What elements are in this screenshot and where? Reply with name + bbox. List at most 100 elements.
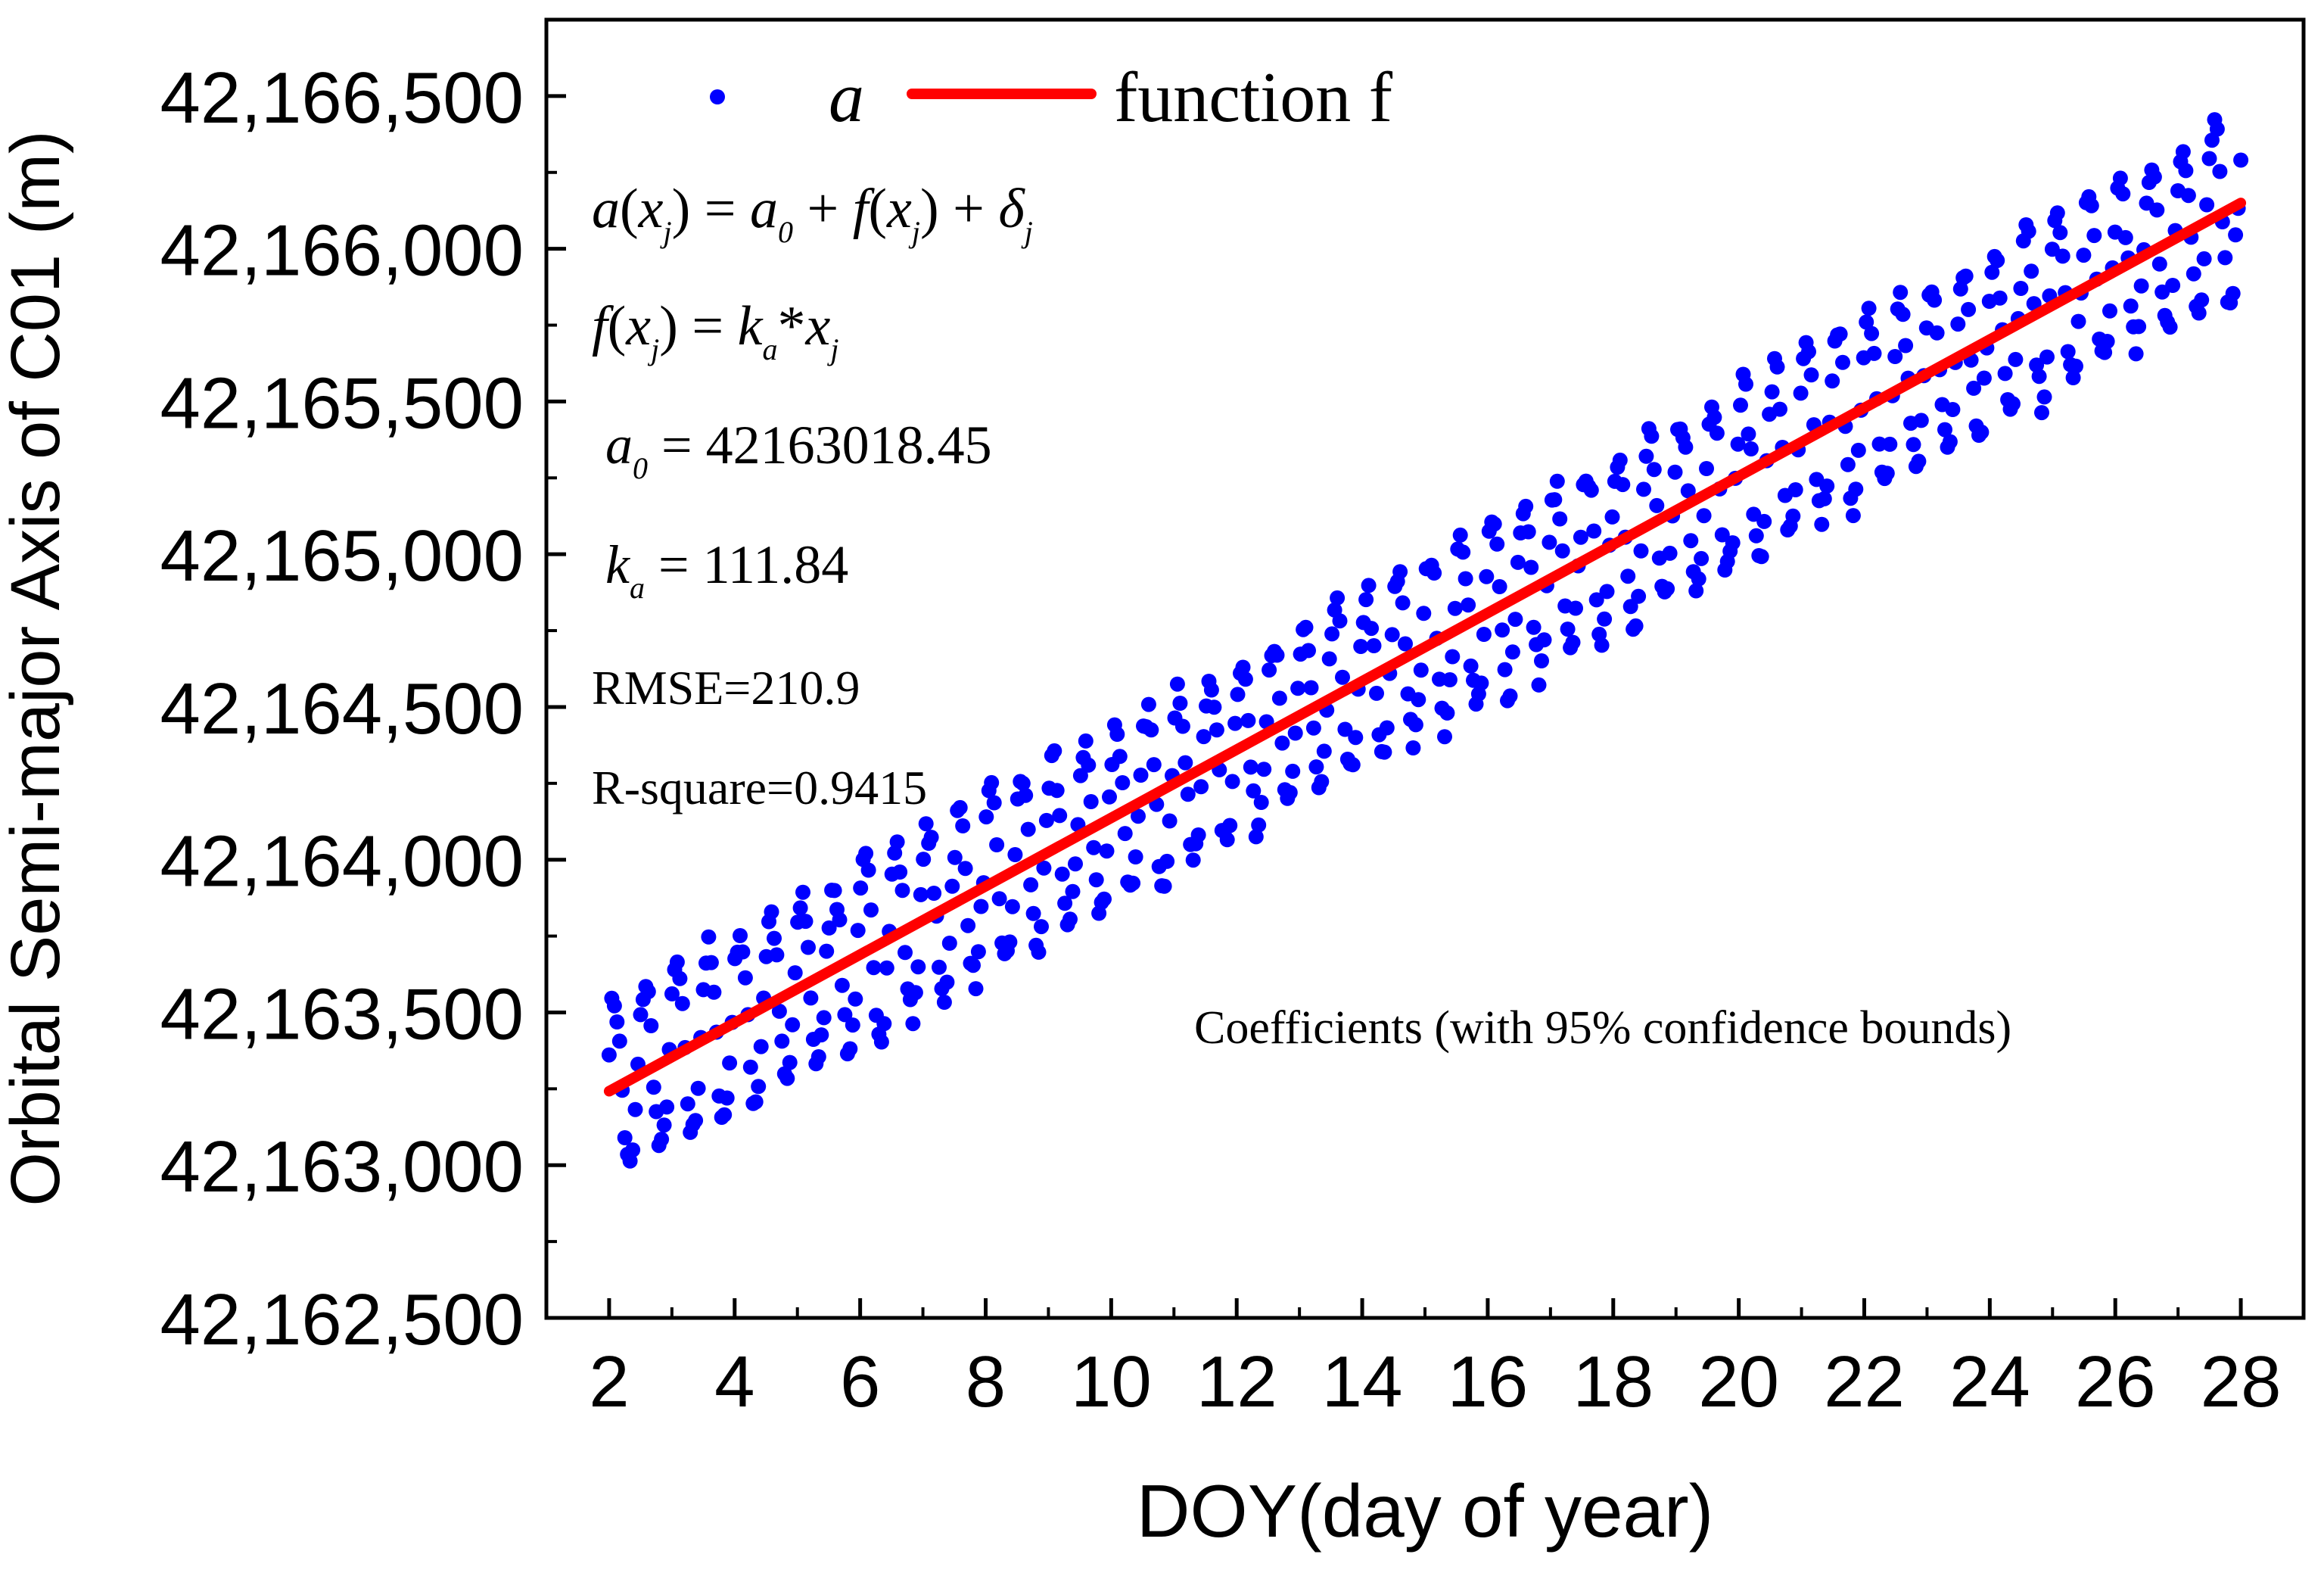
data-point [1984, 264, 2000, 280]
data-point [1458, 571, 1473, 587]
data-point [1052, 808, 1068, 824]
data-point [1335, 669, 1350, 685]
data-point [1117, 826, 1133, 842]
data-point [654, 1132, 670, 1147]
data-point [2175, 144, 2191, 160]
data-point [1937, 422, 1952, 438]
data-point [1193, 779, 1209, 795]
data-point [1332, 613, 1348, 629]
data-point [1507, 612, 1523, 628]
data-point [1083, 794, 1099, 809]
data-point [792, 900, 808, 916]
y-tick-label: 42,166,500 [160, 58, 524, 139]
data-point [1510, 554, 1526, 570]
data-point [1604, 509, 1620, 525]
data-point [601, 1047, 617, 1063]
data-point [2029, 357, 2045, 373]
data-point [989, 837, 1005, 852]
data-point [858, 846, 874, 861]
data-point [1353, 639, 1369, 654]
data-point [1646, 462, 1662, 478]
data-point [1366, 638, 1382, 653]
x-tick-label: 20 [1698, 1341, 1779, 1422]
data-point [1819, 478, 1835, 494]
data-point [1568, 600, 1583, 616]
data-point [1463, 658, 1479, 674]
data-point [1992, 290, 2008, 306]
data-point [1785, 508, 1801, 524]
data-point [832, 912, 848, 928]
data-point [1688, 583, 1704, 599]
data-point [1062, 911, 1078, 927]
x-axis-title: DOY(day of year) [1137, 1469, 1713, 1553]
equation-2: f(xj) = ka*xj [592, 295, 838, 366]
data-point [2065, 370, 2081, 385]
legend-label-f: function f [1114, 58, 1393, 137]
data-point [737, 970, 753, 986]
data-point [1115, 775, 1131, 790]
data-point [957, 861, 973, 877]
data-point [1180, 786, 1196, 802]
data-point [1730, 436, 1746, 452]
data-point [1583, 482, 1599, 498]
y-axis: 42,162,500 42,163,000 42,163,500 42,164,000… [160, 58, 566, 1360]
x-axis: 2 4 6 8 10 12 14 16 18 20 22 24 26 28 [589, 1298, 2281, 1422]
data-point [1764, 384, 1780, 400]
data-point [1974, 424, 1990, 440]
x-tick-label: 18 [1573, 1341, 1654, 1422]
data-point [801, 939, 816, 955]
data-point [1565, 634, 1581, 650]
data-point [1473, 675, 1489, 691]
data-point [2186, 266, 2201, 282]
data-point [2068, 358, 2083, 374]
coefficients-note: Coefficients (with 95% confidence bounds… [1194, 1002, 2011, 1054]
data-point [923, 830, 939, 846]
data-point [2049, 205, 2065, 221]
data-point [742, 1059, 758, 1075]
data-point [1845, 508, 1861, 524]
data-point [1159, 853, 1175, 869]
data-point [2201, 151, 2217, 167]
data-point [1109, 727, 1125, 742]
rmse-label: RMSE=210.9 [592, 661, 860, 715]
data-point [1398, 636, 1413, 652]
legend-marker-a [710, 89, 725, 104]
data-point [1237, 671, 1253, 687]
data-point [1741, 426, 1756, 442]
data-point [2212, 164, 2228, 179]
rsquare-label: R-square=0.9415 [592, 761, 927, 815]
data-point [2031, 369, 2047, 385]
data-point [1866, 345, 1882, 361]
data-point [779, 1070, 795, 1086]
data-point [968, 981, 984, 997]
data-point [2024, 263, 2039, 279]
data-point [1694, 550, 1710, 566]
data-point [2112, 170, 2128, 186]
data-point [810, 1049, 826, 1064]
data-point [834, 977, 850, 993]
data-point [970, 944, 986, 960]
data-point [1597, 611, 1613, 627]
data-point [2039, 349, 2055, 365]
data-point [944, 878, 960, 894]
data-point [2191, 305, 2207, 321]
data-point [1405, 740, 1421, 755]
data-point [1081, 757, 1097, 773]
data-point [1131, 808, 1146, 824]
data-point [1097, 891, 1112, 907]
data-point [873, 1034, 889, 1050]
data-point [2021, 223, 2036, 239]
data-point [1628, 618, 1644, 634]
data-point [722, 1055, 738, 1071]
data-point [1034, 919, 1049, 935]
data-point [1209, 722, 1224, 738]
data-point [1504, 644, 1520, 660]
data-point [866, 960, 882, 976]
data-point [1861, 301, 1877, 316]
data-point [984, 774, 1000, 790]
data-point [1314, 774, 1330, 790]
data-point [1864, 326, 1880, 341]
data-point [1803, 367, 1819, 383]
data-point [1133, 768, 1149, 783]
data-point [1408, 717, 1423, 733]
